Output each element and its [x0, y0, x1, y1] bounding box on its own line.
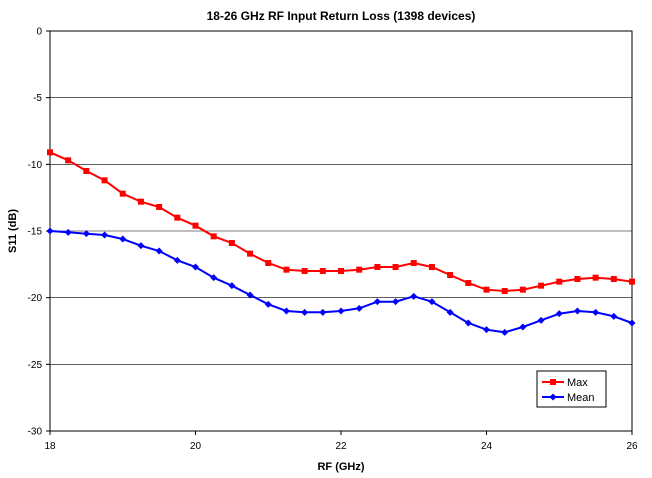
data-point-max — [592, 274, 599, 281]
data-point-max — [301, 268, 308, 274]
data-point-max — [610, 276, 617, 282]
data-point-mean — [228, 282, 236, 290]
data-point-max — [410, 260, 417, 266]
data-point-max — [210, 233, 217, 240]
data-point-mean — [501, 328, 509, 336]
data-point-max — [392, 264, 399, 270]
data-point-mean — [392, 298, 400, 306]
data-point-mean — [155, 247, 163, 255]
data-point-mean — [46, 227, 54, 235]
x-tick-label: 18 — [44, 441, 56, 452]
x-tick-label: 22 — [335, 441, 347, 452]
legend-marker-mean — [549, 393, 557, 401]
data-point-mean — [592, 308, 600, 316]
data-point-max — [538, 282, 545, 289]
data-point-max — [247, 250, 254, 257]
data-point-mean — [555, 310, 563, 318]
data-point-max — [265, 260, 272, 266]
y-tick-label: -15 — [28, 227, 43, 238]
x-tick-labels: 18 20 22 24 26 — [44, 431, 638, 452]
data-point-max — [119, 190, 126, 197]
data-point-mean — [519, 323, 527, 331]
legend: Max Mean — [536, 370, 607, 408]
data-point-max — [501, 288, 508, 294]
grid-lines — [50, 97, 632, 365]
y-tick-label: -25 — [28, 360, 43, 371]
data-point-mean — [282, 307, 290, 315]
data-point-mean — [210, 274, 218, 282]
data-point-mean — [319, 308, 327, 316]
data-point-mean — [483, 326, 490, 334]
data-point-mean — [64, 228, 72, 236]
data-point-mean — [337, 307, 345, 315]
data-point-mean — [137, 242, 145, 250]
data-point-mean — [373, 298, 381, 306]
data-point-max — [156, 204, 163, 210]
y-axis-label: S11 (dB) — [7, 209, 19, 253]
y-tick-label: -30 — [28, 427, 43, 438]
data-point-max — [83, 168, 90, 174]
y-tick-labels: 0 -5 -10 -15 -20 -25 -30 — [28, 27, 50, 438]
data-point-max — [374, 264, 381, 270]
data-point-mean — [410, 292, 418, 300]
y-tick-label: -20 — [28, 293, 43, 304]
data-point-mean — [264, 300, 272, 308]
data-point-max — [447, 272, 454, 278]
x-axis-label: RF (GHz) — [317, 461, 364, 473]
data-point-max — [519, 286, 526, 293]
y-tick-label: -5 — [33, 93, 42, 104]
data-point-mean — [446, 308, 454, 316]
data-point-max — [137, 198, 144, 205]
data-point-mean — [246, 291, 254, 299]
data-point-mean — [628, 319, 636, 327]
y-tick-label: -10 — [28, 160, 43, 171]
x-tick-label: 26 — [626, 441, 638, 452]
data-point-mean — [192, 263, 199, 271]
data-point-max — [192, 222, 199, 229]
legend-marker-max — [550, 379, 556, 385]
data-point-mean — [301, 308, 309, 316]
data-point-max — [556, 278, 563, 285]
data-point-max — [356, 266, 363, 273]
data-point-mean — [173, 256, 181, 264]
chart-title: 18-26 GHz RF Input Return Loss (1398 dev… — [207, 9, 476, 23]
data-point-mean — [82, 230, 90, 238]
x-tick-label: 24 — [481, 441, 493, 452]
legend-label-mean: Mean — [567, 392, 595, 404]
data-point-max — [483, 286, 490, 293]
data-point-mean — [428, 298, 436, 306]
data-point-max — [319, 268, 326, 274]
data-point-max — [338, 268, 344, 274]
data-point-mean — [464, 319, 472, 327]
data-point-max — [228, 240, 235, 246]
data-point-max — [101, 177, 108, 184]
data-point-max — [174, 214, 181, 221]
legend-box — [536, 370, 607, 408]
y-tick-label: 0 — [36, 27, 42, 38]
data-point-mean — [537, 316, 545, 324]
data-point-max — [574, 276, 581, 282]
data-point-max — [465, 280, 472, 286]
data-point-max — [47, 149, 53, 156]
data-point-max — [428, 264, 435, 270]
data-point-max — [629, 278, 635, 285]
data-point-mean — [573, 307, 581, 315]
legend-label-max: Max — [567, 377, 588, 389]
data-point-mean — [355, 304, 363, 312]
x-tick-label: 20 — [190, 441, 202, 452]
data-point-mean — [101, 231, 109, 239]
data-point-mean — [610, 312, 618, 320]
data-point-mean — [119, 235, 127, 243]
series-group — [46, 149, 636, 336]
data-point-max — [65, 157, 72, 164]
data-point-max — [283, 266, 290, 273]
